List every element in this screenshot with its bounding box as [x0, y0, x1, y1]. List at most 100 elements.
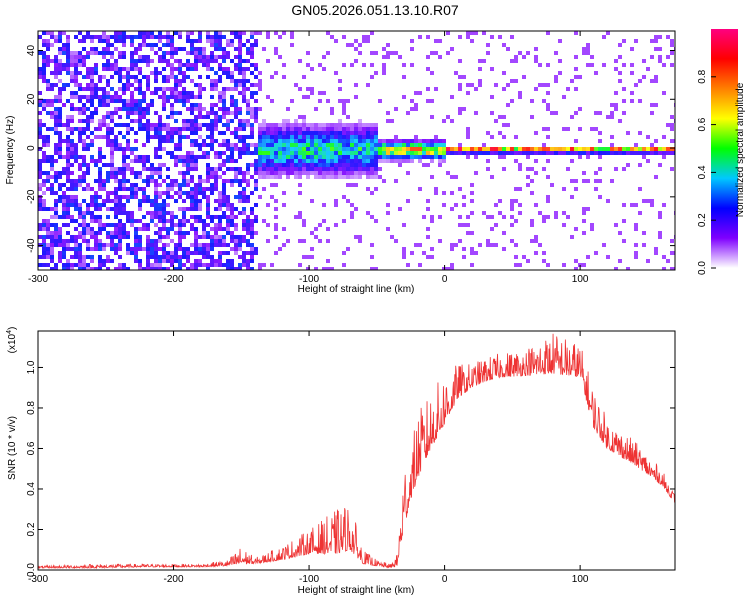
spectrogram-cell: [622, 239, 626, 243]
spectrogram-cell: [318, 147, 322, 151]
spectrogram-cell: [82, 219, 86, 223]
spectrogram-cell: [118, 115, 122, 119]
spectrogram-cell: [90, 111, 94, 115]
spectrogram-cell: [94, 231, 98, 235]
spectrogram-cell: [318, 139, 322, 143]
spectrogram-cell: [114, 95, 118, 99]
spectrogram-cell: [498, 147, 502, 151]
spectrogram-cell: [182, 207, 186, 211]
spectrogram-cell: [74, 147, 78, 151]
spectrogram-cell: [426, 99, 430, 103]
spectrogram-cell: [82, 215, 86, 219]
snr-scale-label: (x104): [6, 327, 18, 354]
spectrogram-cell: [258, 267, 262, 270]
spectrogram-cell: [174, 159, 178, 163]
spectrogram-cell: [118, 87, 122, 91]
spectrogram-cell: [322, 159, 326, 163]
spectrogram-cell: [98, 127, 102, 131]
spectrogram-cell: [482, 211, 486, 215]
spectrogram-cell: [570, 195, 574, 199]
spectrogram-cell: [470, 151, 474, 155]
spectrogram-cell: [298, 143, 302, 147]
spectrogram-cell: [182, 155, 186, 159]
spectrogram-cell: [386, 147, 390, 151]
spectrogram-cell: [118, 243, 122, 247]
spectrogram-cell: [390, 155, 394, 159]
spectrogram-cell: [190, 39, 194, 43]
spectrogram-cell: [322, 267, 326, 270]
spectrogram-cell: [298, 171, 302, 175]
spectrogram-cell: [66, 223, 70, 227]
spectrogram-cell: [154, 251, 158, 255]
spectrogram-cell: [422, 155, 426, 159]
spectrogram-cell: [174, 179, 178, 183]
spectrogram-cell: [654, 79, 658, 83]
spectrogram-cell: [82, 131, 86, 135]
spectrogram-cell: [666, 151, 670, 155]
spectrogram-cell: [210, 219, 214, 223]
spectrogram-cell: [466, 135, 470, 139]
spectrogram-cell: [178, 139, 182, 143]
spectrogram-cell: [250, 175, 254, 179]
spectrogram-cell: [334, 151, 338, 155]
spectrogram-cell: [122, 187, 126, 191]
spectrogram-cell: [518, 203, 522, 207]
spectrogram-cell: [222, 199, 226, 203]
spectrogram-cell: [98, 159, 102, 163]
spectrogram-cell: [142, 227, 146, 231]
spectrogram-cell: [670, 147, 674, 151]
spectrogram-cell: [610, 179, 614, 183]
spectrogram-cell: [186, 207, 190, 211]
spectrogram-cell: [438, 39, 442, 43]
spectrogram-cell: [322, 131, 326, 135]
spectrogram-cell: [126, 111, 130, 115]
spectrogram-cell: [254, 31, 258, 35]
spectrogram-cell: [634, 83, 638, 87]
spectrogram-cell: [662, 151, 666, 155]
spectrogram-cell: [110, 143, 114, 147]
spectrogram-cell: [182, 103, 186, 107]
spectrogram-cell: [662, 203, 666, 207]
spectrogram-cell: [130, 127, 134, 131]
spectrogram-cell: [610, 151, 614, 155]
spectrogram-cell: [86, 87, 90, 91]
spectrogram-cell: [58, 59, 62, 63]
spectrogram-cell: [178, 187, 182, 191]
spectrogram-cell: [654, 175, 658, 179]
spectrogram-cell: [278, 147, 282, 151]
spectrogram-cell: [302, 163, 306, 167]
spectrogram-cell: [542, 215, 546, 219]
spectrogram-cell: [230, 131, 234, 135]
spectrogram-cell: [190, 251, 194, 255]
spectrogram-cell: [442, 147, 446, 151]
spectrogram-cell: [458, 239, 462, 243]
spectrogram-cell: [162, 223, 166, 227]
spectrogram-cell: [210, 95, 214, 99]
spectrogram-cell: [274, 71, 278, 75]
spectrogram-cell: [54, 239, 58, 243]
spectrogram-cell: [194, 59, 198, 63]
spectrogram-cell: [362, 135, 366, 139]
spectrogram-cell: [194, 247, 198, 251]
spectrogram-cell: [170, 195, 174, 199]
spectrogram-cell: [382, 151, 386, 155]
spectrogram-cell: [558, 59, 562, 63]
spectrogram-cell: [318, 99, 322, 103]
spectrogram-cell: [142, 199, 146, 203]
spectrogram-cell: [94, 191, 98, 195]
spectrogram-cell: [398, 207, 402, 211]
spectrogram-cell: [142, 75, 146, 79]
spectrogram-cell: [230, 31, 234, 35]
spectrogram-cell: [190, 119, 194, 123]
spectrogram-cell: [78, 51, 82, 55]
spectrogram-cell: [198, 143, 202, 147]
spectrogram-cell: [198, 207, 202, 211]
spectrogram-cell: [362, 35, 366, 39]
snr-scale-base: (x10: [7, 333, 18, 353]
spectrogram-cell: [42, 183, 46, 187]
spectrogram-cell: [530, 191, 534, 195]
spectrogram-cell: [198, 135, 202, 139]
spectrogram-cell: [78, 203, 82, 207]
spectrogram-cell: [102, 263, 106, 267]
spectrogram-cell: [234, 147, 238, 151]
